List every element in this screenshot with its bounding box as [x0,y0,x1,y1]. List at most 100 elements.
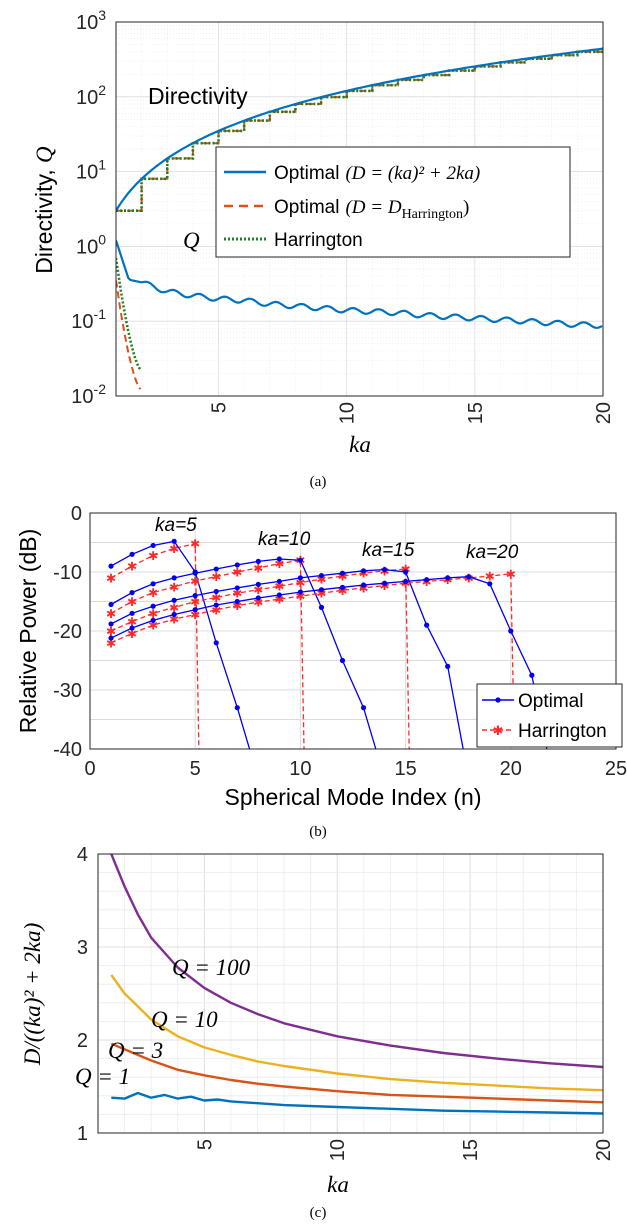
marker-optimal [192,570,198,576]
x-tick-label: 15 [465,402,487,424]
tick-base: 10 [76,162,98,184]
legend-box-a [215,146,571,258]
series-optimal-dd-q [116,280,142,390]
y-label-main-a: Directivity, [31,163,57,274]
x-tick-label: 0 [84,758,95,780]
caption-c: (c) [310,1205,327,1221]
label-q100: Q = 100 [172,955,251,980]
x-ticks-b: 0 5 10 15 20 25 [84,758,627,780]
marker-optimal [192,607,198,613]
y-tick-label: 100 [76,231,106,258]
x-tick-label: 10 [327,1139,349,1161]
legend-marker-optimal-b [495,697,501,703]
marker-harrington: ✱ [148,549,158,563]
label-q3: Q = 3 [108,1038,163,1063]
marker-optimal [508,628,514,634]
marker-harrington: ✱ [127,560,137,574]
marker-harrington: ✱ [253,561,263,575]
marker-harrington: ✱ [295,590,305,604]
axes-box-a [115,21,604,397]
marker-optimal [108,635,114,641]
annotation-ka20: ka=20 [466,542,519,563]
marker-harrington: ✱ [358,581,368,595]
x-axis-label-b: Spherical Mode Index (n) [225,784,482,810]
marker-harrington: ✱ [295,576,305,590]
marker-optimal [276,578,282,585]
tick-base: 10 [71,311,93,333]
marker-optimal [234,705,240,711]
marker-harrington: ✱ [148,586,158,600]
legend-label-optimal-2: Optimal (D = DHarrington) [274,197,469,222]
y-ticks-b: 0 -10 -20 -30 -40 [53,503,82,761]
marker-optimal [213,640,219,646]
marker-optimal [466,776,471,781]
x-axis-label-c: ka [327,1172,349,1197]
marker-harrington: ✱ [232,599,242,613]
legend-b: Optimal ✱ Harrington [476,683,623,748]
marker-optimal [297,557,303,563]
series-a [116,47,603,390]
marker-optimal [360,568,367,574]
marker-optimal [213,566,219,572]
annotation-q: Q [183,228,200,253]
marker-optimal [276,556,282,562]
y-tick-label: 1 [77,1123,88,1145]
legend-label-harrington-a: Harrington [274,230,363,251]
marker-optimal [234,562,240,568]
y-tick-label: 101 [76,157,106,184]
tick-exponent: -1 [94,306,107,322]
y-tick-label: 103 [76,7,106,34]
series-optimal-q [116,240,603,329]
marker-harrington: ✱ [127,615,137,629]
annotation-ka10: ka=10 [258,529,311,550]
label-q1: Q = 1 [75,1064,130,1089]
series-harrington-q [116,257,142,371]
series-c [110,854,603,1115]
marker-optimal [108,621,114,627]
marker-optimal [297,575,303,581]
marker-harrington: ✱ [274,557,284,571]
marker-harrington: ✱ [380,579,390,593]
marker-optimal [381,580,388,586]
tick-base: 10 [76,87,98,109]
tick-exponent: 3 [98,7,106,23]
legend-box-b [476,683,623,748]
x-tick-label: 5 [194,1139,216,1150]
marker-harrington: ✱ [358,567,368,581]
series-harrington-ka10 [110,559,305,749]
panel-b: ✱✱✱✱ ✱✱✱✱ ✱ ✱ ✱ ✱ ✱ ✱✱✱✱ ✱ ✱ ✱ ✱ ✱ ✱ ✱ ✱ ✱ ✱✱✱✱ ✱ ✱ ✱ ✱ ✱ ✱ ✱ ✱ ✱ ✱… [15,503,627,840]
marker-optimal [129,610,135,616]
marker-optimal [255,595,261,601]
x-tick-label: 20 [593,402,615,424]
annotation-directivity: Directivity [148,83,248,109]
tick-base: 10 [76,12,98,34]
marker-harrington: ✱ [485,570,495,584]
x-tick-label: 10 [337,402,359,424]
marker-harrington: ✱ [127,627,137,641]
marker-optimal [213,588,219,595]
marker-harrington: ✱ [253,583,263,597]
x-tick-label: 20 [593,1139,615,1161]
x-tick-label: 10 [289,758,311,780]
y-axis-label-b: Relative Power (dB) [15,529,41,734]
marker-optimal [255,581,261,587]
x-tick-label: 25 [605,758,627,780]
marker-optimal [318,604,325,611]
marker-harrington: ✱ [506,567,516,581]
marker-optimal [466,574,472,580]
marker-optimal [339,570,346,576]
x-axis-label-a: ka [349,432,371,457]
marker-optimal [234,585,240,591]
marker-optimal [339,657,346,664]
caption-a: (a) [310,474,327,490]
marker-optimal [445,663,451,670]
y-ticks-c: 1 2 3 4 [77,844,88,1145]
marker-optimal [550,776,555,781]
marker-harrington: ✱ [232,587,242,601]
marker-optimal [318,572,325,579]
marker-optimal [171,538,177,544]
series-harrington-directivity [116,47,603,212]
